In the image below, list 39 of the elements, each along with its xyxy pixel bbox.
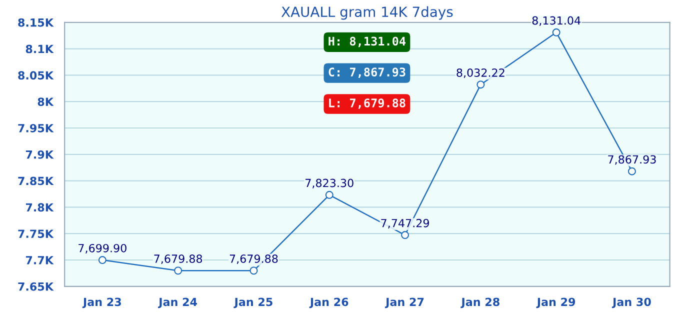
x-tick-label: Jan 30 — [612, 298, 651, 308]
y-tick-label: 7.75K — [18, 230, 54, 238]
data-label: 7,747.29 — [381, 218, 429, 228]
y-tick-label: 8.15K — [18, 18, 54, 27]
data-label: 7,867.93 — [608, 155, 656, 165]
y-tick-label: 7.8K — [26, 203, 54, 212]
point — [325, 190, 334, 199]
x-tick-label: Jan 29 — [536, 298, 576, 308]
annotation: C: 7,867.93 — [328, 68, 406, 78]
y-tick-label: 8K — [38, 98, 54, 106]
data-label: 8,032.22 — [456, 68, 504, 78]
data-label: 7,679.88 — [154, 254, 202, 264]
x-tick-label: Jan 28 — [460, 298, 500, 308]
point — [552, 28, 560, 36]
data-label: 7,679.88 — [230, 254, 278, 264]
annotation: L: 7,679.88 — [329, 98, 406, 109]
y-tick-label: 7.9K — [26, 150, 54, 159]
point — [401, 231, 410, 240]
y-tick-label: 8.1K — [26, 44, 54, 54]
point — [250, 266, 258, 275]
data-label: 8,131.04 — [532, 16, 580, 26]
x-tick-label: Jan 23 — [82, 298, 121, 308]
y-tick-label: 7.7K — [26, 256, 54, 264]
y-tick-label: 7.85K — [18, 176, 54, 186]
point — [476, 80, 485, 89]
y-tick-label: 7.95K — [18, 124, 54, 132]
y-tick-label: 8.05K — [18, 71, 54, 80]
annotation: H: 8,131.04 — [328, 36, 406, 48]
y-tick-label: 7.65K — [18, 282, 54, 291]
x-tick-label: Jan 25 — [234, 298, 272, 308]
chart-title: XAUALL gram 14K 7days — [281, 6, 453, 20]
point — [98, 256, 106, 264]
point — [174, 266, 182, 275]
data-label: 7,823.30 — [306, 178, 354, 188]
x-tick-label: Jan 27 — [384, 298, 424, 308]
x-tick-label: Jan 24 — [158, 298, 197, 308]
data-label: 7,699.90 — [78, 244, 126, 254]
x-tick-label: Jan 26 — [309, 298, 348, 308]
point — [628, 167, 636, 176]
